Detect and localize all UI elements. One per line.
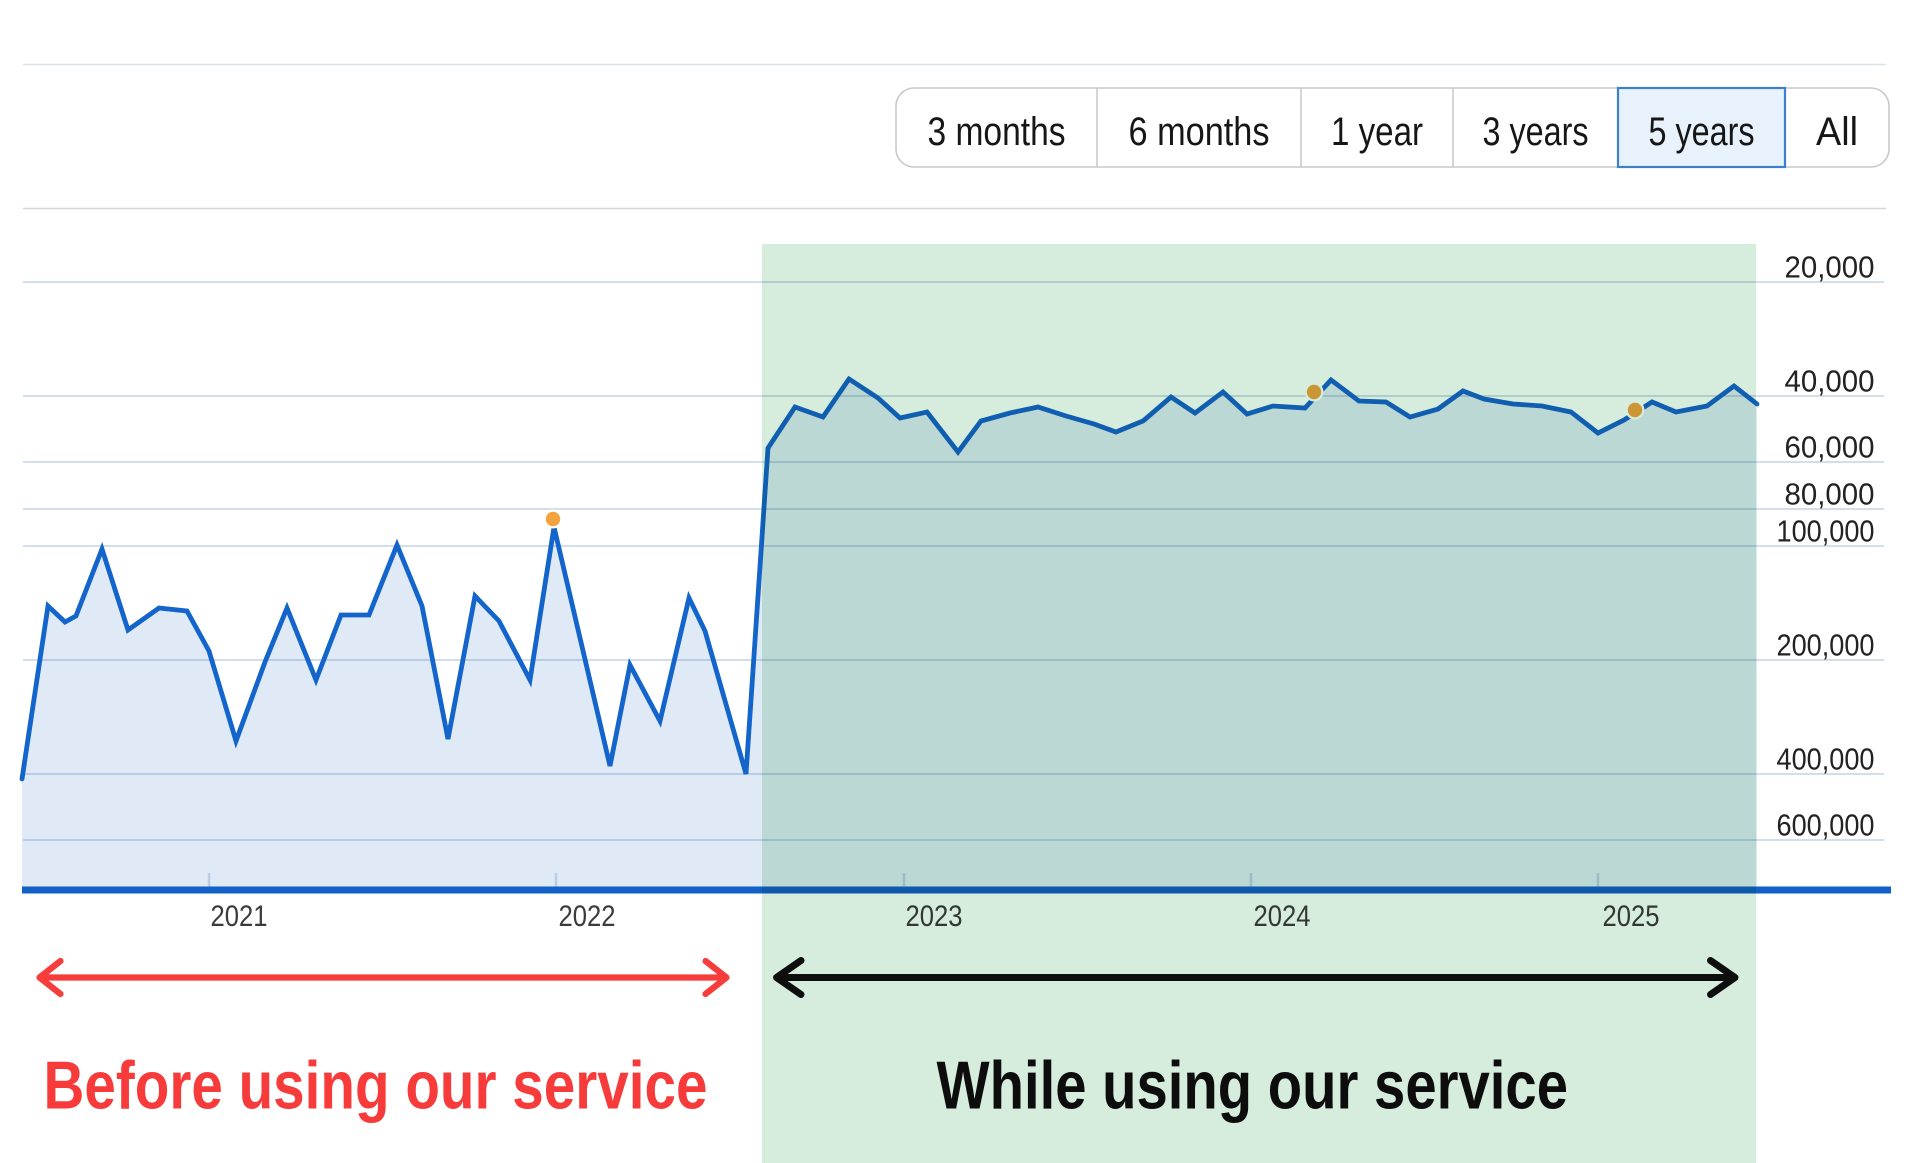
svg-text:6 months: 6 months (1129, 110, 1270, 154)
svg-text:Before using our service: Before using our service (44, 1048, 708, 1124)
svg-text:All: All (1816, 110, 1858, 154)
svg-text:100,000: 100,000 (1777, 514, 1875, 549)
svg-text:40,000: 40,000 (1785, 364, 1875, 399)
svg-text:80,000: 80,000 (1785, 477, 1875, 512)
svg-text:60,000: 60,000 (1785, 430, 1875, 465)
svg-text:3 years: 3 years (1483, 110, 1589, 154)
svg-text:20,000: 20,000 (1785, 250, 1875, 285)
svg-text:400,000: 400,000 (1777, 742, 1875, 777)
svg-text:2022: 2022 (559, 900, 616, 933)
svg-text:1 year: 1 year (1331, 110, 1423, 154)
svg-text:2021: 2021 (211, 900, 268, 933)
svg-text:While using our service: While using our service (937, 1048, 1569, 1124)
svg-text:5 years: 5 years (1649, 110, 1755, 154)
svg-text:200,000: 200,000 (1777, 628, 1875, 663)
svg-text:3 months: 3 months (928, 110, 1066, 154)
svg-text:600,000: 600,000 (1777, 808, 1875, 843)
